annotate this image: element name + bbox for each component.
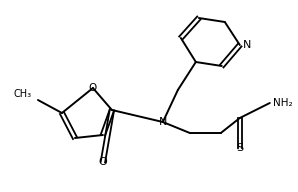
- Text: O: O: [99, 157, 107, 167]
- Text: N: N: [243, 40, 251, 50]
- Text: O: O: [89, 83, 97, 93]
- Text: N: N: [159, 117, 167, 127]
- Text: NH₂: NH₂: [273, 98, 292, 108]
- Text: CH₃: CH₃: [14, 89, 32, 99]
- Text: S: S: [236, 143, 243, 153]
